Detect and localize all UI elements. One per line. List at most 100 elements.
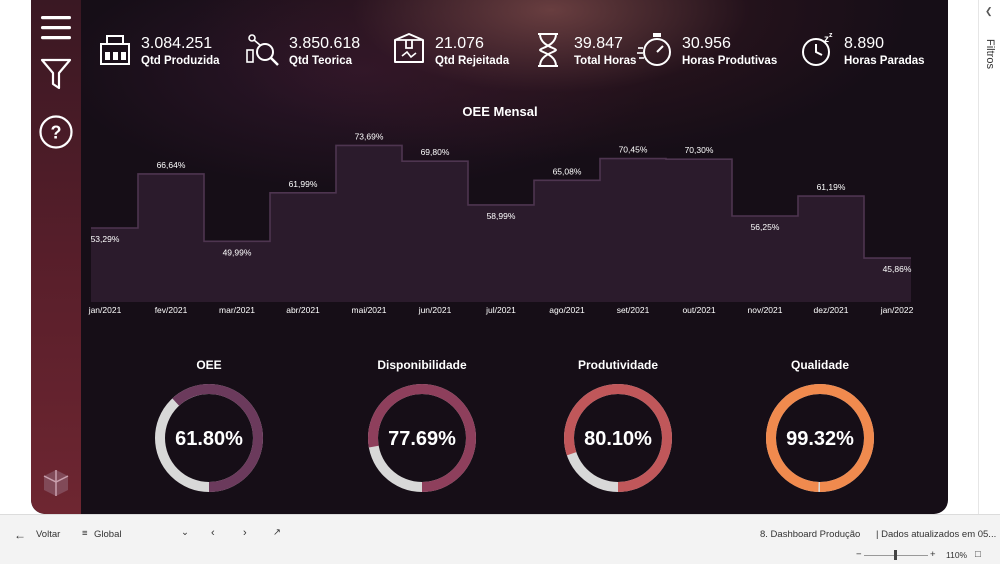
stopwatch-icon [637, 33, 671, 66]
next-page-icon[interactable]: › [243, 527, 247, 539]
kpi-card: 3.084.251 Qtd Produzida [95, 30, 235, 72]
svg-text:?: ? [51, 123, 62, 143]
kpi-card: 30.956 Horas Produtivas [636, 30, 786, 72]
gauge-card: Disponibilidade 77.69% [342, 358, 502, 508]
filter-icon[interactable] [38, 56, 74, 92]
gauge-card: Produtividade 80.10% [538, 358, 698, 508]
data-label: 53,29% [91, 234, 120, 244]
dashboard-panel: ? 3.084.251 Qtd Produzida 3.850.618 Qtd Teo… [31, 0, 948, 514]
hourglass-icon [538, 33, 558, 67]
kpi-card: 21.076 Qtd Rejeitada [389, 30, 529, 72]
data-label: 45,86% [883, 264, 912, 274]
kpi-label: Horas Produtivas [682, 55, 778, 67]
gauge-value: 99.32% [786, 428, 854, 450]
zoom-level: 110% [946, 550, 968, 560]
oee-mensal-chart: 53,29% jan/2021 66,64% fev/2021 49,99% mar/20… [88, 131, 914, 315]
data-label: 61,99% [289, 179, 318, 189]
data-label: 58,99% [487, 211, 516, 221]
zoom-in-icon[interactable]: + [930, 549, 936, 560]
data-label: 73,69% [355, 131, 384, 141]
analysis-icon [246, 34, 279, 66]
zoom-out-icon[interactable]: − [856, 549, 862, 560]
updated-text: | Dados atualizados em 05... [876, 529, 997, 540]
gauge-fill [766, 384, 874, 492]
help-icon[interactable]: ? [38, 114, 74, 150]
gauge-title: Qualidade [790, 358, 849, 372]
chevron-left-icon[interactable]: ❮ [985, 6, 993, 16]
x-tick-label: ago/2021 [549, 305, 585, 315]
oee-line [91, 144, 911, 259]
svg-text:z: z [824, 34, 829, 45]
gauge-value: 77.69% [388, 428, 456, 450]
x-tick-label: mai/2021 [352, 305, 387, 315]
bookmark-list-icon: ≡ [82, 528, 88, 539]
x-tick-label: jul/2021 [485, 305, 516, 315]
zoom-thumb[interactable] [894, 550, 897, 560]
page-name: 8. Dashboard Produção [760, 529, 861, 540]
rejected-box-icon [394, 33, 424, 63]
logo-icon [43, 470, 69, 496]
kpi-value: 30.956 [682, 35, 731, 52]
filters-pane[interactable]: ❮ Filtros [978, 0, 1000, 514]
kpi-label: Qtd Produzida [141, 55, 220, 67]
chevron-down-icon[interactable]: ⌄ [181, 527, 189, 538]
bottom-bar: ← Voltar ≡ Global ⌄ ‹ › ↗ 8. Dashboard P… [0, 514, 1000, 564]
x-tick-label: dez/2021 [814, 305, 849, 315]
gauge-title: OEE [196, 358, 222, 372]
kpi-value: 3.850.618 [289, 35, 361, 52]
factory-icon [100, 35, 130, 65]
x-tick-label: jun/2021 [418, 305, 452, 315]
kpi-label: Qtd Teorica [289, 55, 353, 67]
gauge-fill [368, 384, 476, 492]
x-tick-label: out/2021 [682, 305, 715, 315]
data-label: 69,80% [421, 147, 450, 157]
kpi-card: 3.850.618 Qtd Teorica [243, 30, 383, 72]
data-label: 56,25% [751, 222, 780, 232]
gauge-ring [368, 384, 476, 492]
data-label: 65,08% [553, 166, 582, 176]
gauge-card: Qualidade 99.32% [740, 358, 900, 508]
menu-icon[interactable] [38, 10, 74, 46]
data-label: 70,45% [619, 145, 648, 155]
prev-page-icon[interactable]: ‹ [211, 527, 215, 539]
x-tick-label: abr/2021 [286, 305, 320, 315]
kpi-value: 21.076 [435, 35, 484, 52]
kpi-card: z z 8.890 Horas Paradas [798, 30, 938, 72]
x-tick-label: jan/2022 [880, 305, 914, 315]
svg-text:z: z [829, 32, 833, 39]
kpi-label: Qtd Rejeitada [435, 55, 510, 67]
fit-page-icon[interactable]: □ [975, 549, 981, 560]
chart-title: OEE Mensal [462, 104, 538, 119]
back-button[interactable]: Voltar [36, 529, 61, 540]
data-label: 49,99% [223, 247, 252, 257]
collapse-icon[interactable]: ↗ [273, 527, 281, 538]
kpi-card: 39.847 Total Horas [528, 30, 636, 72]
gauge-title: Disponibilidade [377, 358, 467, 372]
kpi-label: Total Horas [574, 55, 637, 67]
kpi-value: 3.084.251 [141, 35, 213, 52]
filters-label: Filtros [984, 39, 996, 69]
gauge-ring [155, 384, 263, 492]
x-tick-label: set/2021 [617, 305, 650, 315]
kpi-value: 8.890 [844, 35, 885, 52]
x-tick-label: jan/2021 [88, 305, 122, 315]
x-tick-label: nov/2021 [748, 305, 783, 315]
gauge-ring [766, 384, 874, 492]
gauge-title: Produtividade [577, 358, 658, 372]
data-label: 70,30% [685, 145, 714, 155]
oee-area [91, 145, 911, 302]
gauge-fill [155, 384, 263, 492]
gauge-value: 61.80% [175, 428, 243, 450]
kpi-value: 39.847 [574, 35, 623, 52]
data-label: 66,64% [157, 160, 186, 170]
gauge-value: 80.10% [584, 428, 652, 450]
sidebar: ? [31, 0, 81, 514]
data-label: 61,19% [817, 182, 846, 192]
gauge-card: OEE 61.80% [129, 358, 289, 508]
x-tick-label: mar/2021 [219, 305, 255, 315]
bookmark-select[interactable]: Global [94, 529, 122, 540]
x-tick-label: fev/2021 [155, 305, 188, 315]
arrow-left-icon[interactable]: ← [14, 528, 26, 542]
kpi-label: Horas Paradas [844, 55, 925, 67]
